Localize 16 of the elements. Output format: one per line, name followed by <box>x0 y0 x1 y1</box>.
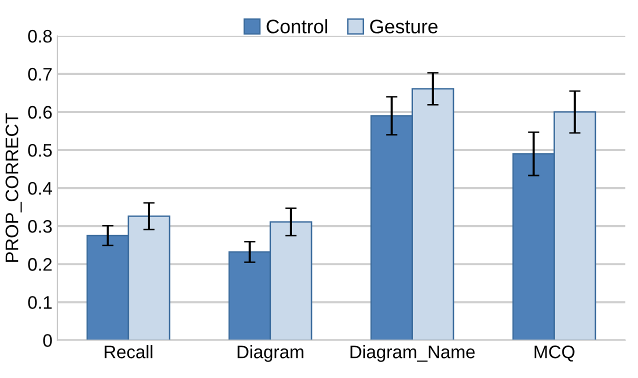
y-tick-label: 0.2 <box>28 258 52 271</box>
y-tick-label: 0.5 <box>28 144 52 157</box>
legend-label: Control <box>266 19 328 34</box>
x-tick-label: MCQ <box>534 346 574 362</box>
x-tick-label: Diagram_Name <box>350 345 475 362</box>
y-tick-label: 0.8 <box>28 30 52 43</box>
y-tick-label: 0.4 <box>28 182 52 195</box>
x-tick-label: Recall <box>104 345 152 358</box>
y-tick-label: 0 <box>43 334 52 347</box>
y-tick-label: 0.3 <box>28 220 52 233</box>
y-tick-label: 0.7 <box>28 68 52 81</box>
y-axis-title: PROP_CORRECT <box>6 113 22 262</box>
x-tick-label: Diagram <box>238 345 304 362</box>
y-tick-label: 0.6 <box>28 106 52 119</box>
legend-label: Gesture <box>370 20 438 34</box>
y-tick-label: 0.1 <box>28 296 52 309</box>
